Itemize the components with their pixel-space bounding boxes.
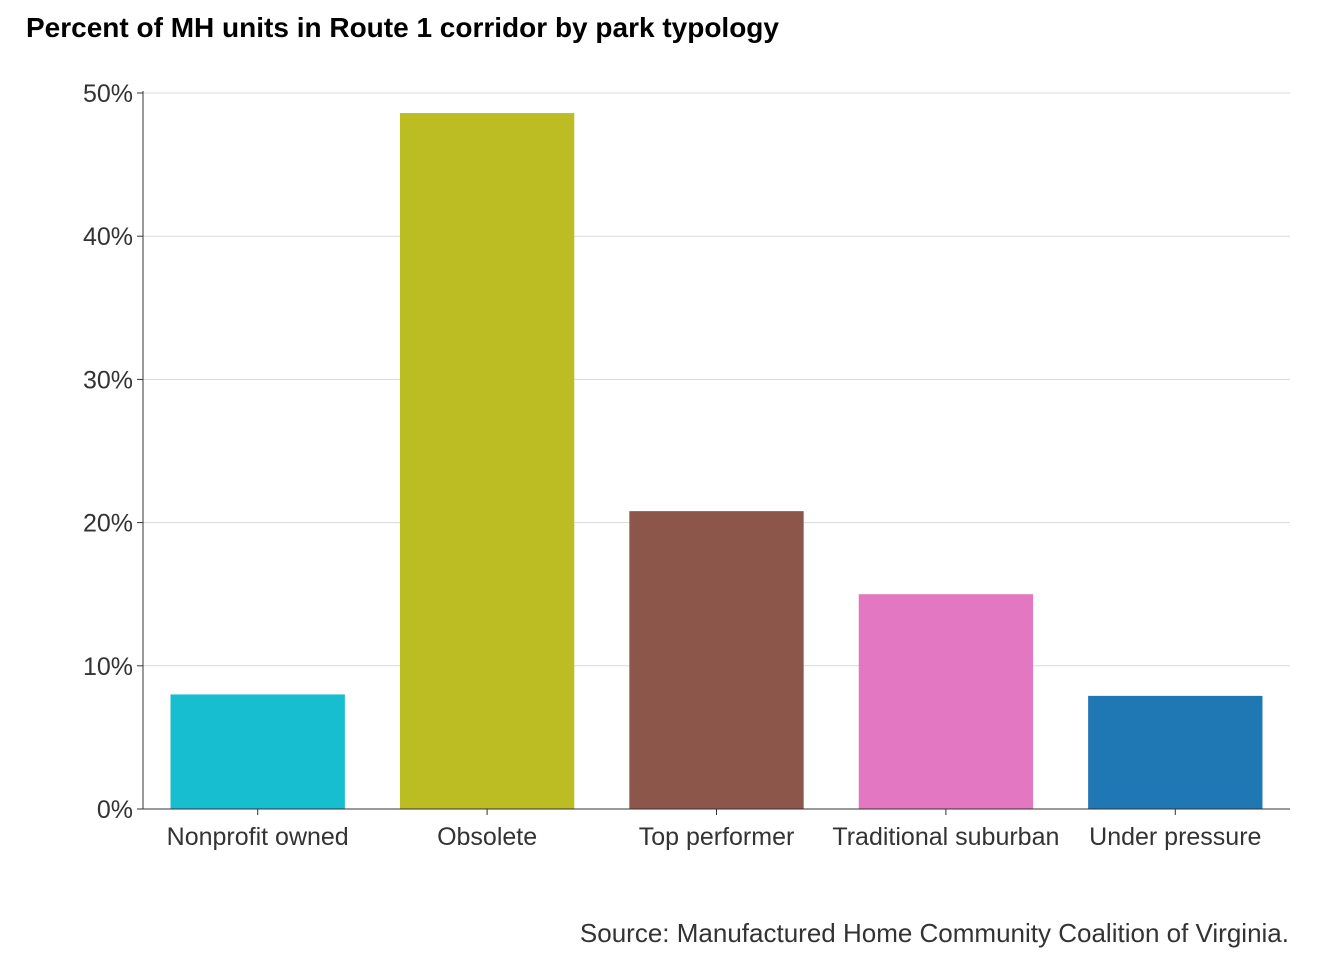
y-tick-label: 20% <box>83 510 133 538</box>
chart-title: Percent of MH units in Route 1 corridor … <box>26 12 779 43</box>
x-tick-label: Top performer <box>639 823 795 851</box>
y-tick-label: 0% <box>97 796 133 824</box>
bar <box>170 694 345 809</box>
source-caption: Source: Manufactured Home Community Coal… <box>579 918 1289 948</box>
y-tick-label: 40% <box>83 223 133 251</box>
y-axis-ticks: 0% 10% 20% 30% 40% 50% <box>83 80 143 824</box>
x-tick-label: Traditional suburban <box>832 823 1059 851</box>
bars <box>170 113 1263 810</box>
bar <box>1088 695 1263 809</box>
x-tick-label: Under pressure <box>1089 823 1261 851</box>
x-tick-label: Obsolete <box>437 823 537 851</box>
y-tick-label: 30% <box>83 366 133 394</box>
bar <box>399 113 575 810</box>
x-axis-ticks: Nonprofit owned Obsolete Top performer Trad… <box>167 809 1261 851</box>
y-tick-label: 10% <box>83 653 133 681</box>
bar <box>629 511 804 809</box>
bar <box>858 594 1034 809</box>
y-tick-label: 50% <box>83 80 133 108</box>
x-tick-label: Nonprofit owned <box>167 823 349 851</box>
